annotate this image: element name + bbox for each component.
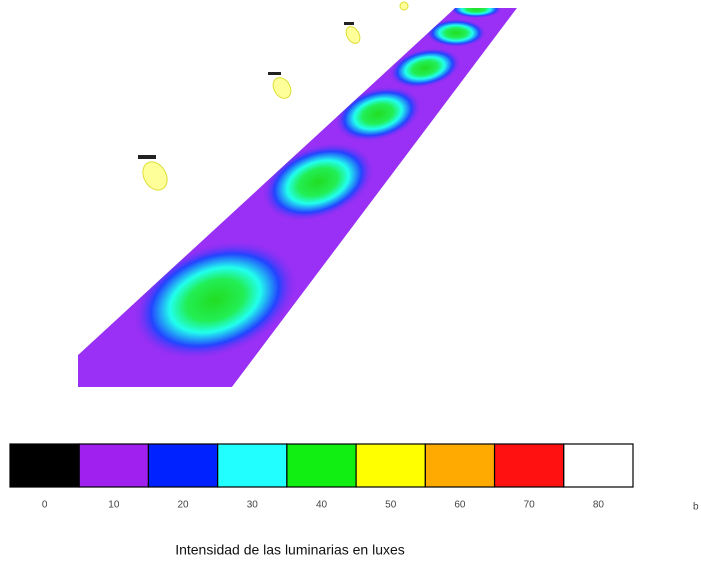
legend-swatch <box>147 443 219 488</box>
road-illuminance <box>78 8 517 387</box>
legend-swatch <box>286 443 357 488</box>
legend-label: 30 <box>247 500 259 511</box>
legend-label: 0 <box>42 500 48 511</box>
caption: Intensidad de las luminarias en luxes <box>175 542 405 558</box>
luminaires <box>138 1 409 191</box>
legend-swatch <box>9 443 80 488</box>
legend-label: 60 <box>454 500 466 511</box>
legend-swatch <box>217 443 288 488</box>
legend-swatch <box>424 443 496 488</box>
legend-label: 80 <box>593 500 605 511</box>
legend-swatch <box>493 443 565 488</box>
legend-swatch <box>563 443 634 488</box>
legend-label: 40 <box>316 500 328 511</box>
color-legend: 0 10 20 30 40 50 60 70 80 <box>9 443 634 511</box>
legend-label: 10 <box>108 500 120 511</box>
legend-label: 70 <box>524 500 536 511</box>
legend-label: 20 <box>177 500 189 511</box>
legend-label: 50 <box>385 500 397 511</box>
legend-swatch <box>355 443 426 488</box>
panel-label: b <box>693 502 699 513</box>
legend-swatch <box>78 443 150 488</box>
